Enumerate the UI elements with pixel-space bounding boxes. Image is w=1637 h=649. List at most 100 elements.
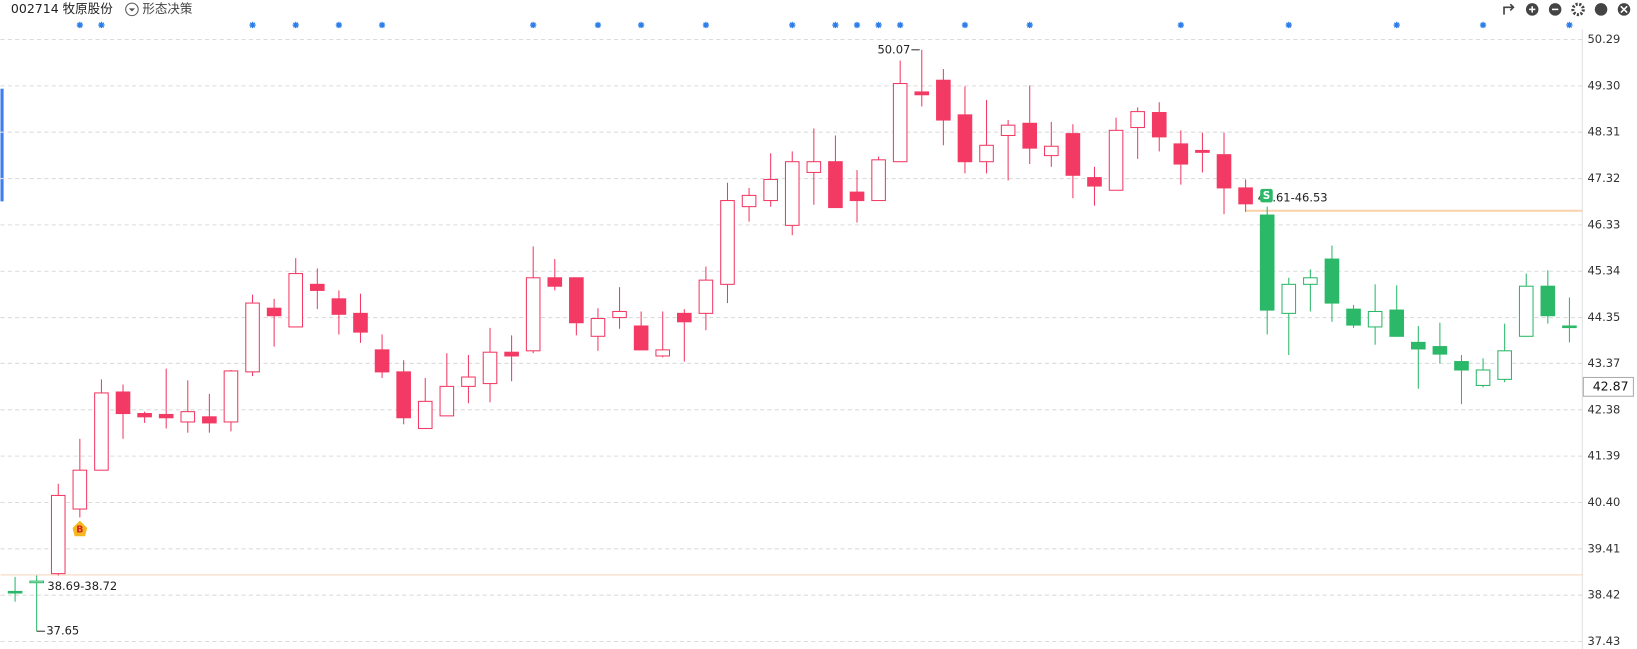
star-marker (292, 21, 299, 29)
plus (1529, 6, 1536, 13)
candle-body (1000, 124, 1016, 136)
candle-body (1195, 149, 1210, 153)
candle-body (1259, 214, 1275, 311)
y-tick-label: 44.35 (1587, 310, 1620, 324)
price-box (1582, 376, 1634, 397)
help-icon[interactable] (1594, 3, 1608, 16)
star-marker (98, 21, 105, 29)
candle-body (29, 580, 44, 584)
buy-marker (72, 520, 88, 537)
annotation: 37.65 (46, 624, 79, 638)
y-tick-label: 37.43 (1587, 634, 1620, 648)
side-indicator (0, 88, 4, 202)
sell-marker (1260, 188, 1273, 203)
star-marker (853, 21, 861, 29)
star-marker (789, 21, 796, 29)
y-tick-label: 39.41 (1587, 541, 1620, 555)
y-tick-label: 49.30 (1587, 78, 1620, 92)
candle-body (1044, 145, 1059, 157)
candle-body (1410, 341, 1426, 350)
candle-body (137, 413, 152, 418)
y-tick-label: 41.39 (1587, 449, 1620, 463)
candle-body (936, 79, 951, 121)
y-tick-label: 46.33 (1587, 217, 1620, 231)
candle-body (1389, 309, 1405, 337)
candle-body (525, 277, 541, 352)
star-marker (897, 21, 904, 29)
candle-body (1454, 361, 1469, 371)
sell-label: S (1263, 190, 1271, 202)
y-tick-label: 40.40 (1587, 495, 1620, 509)
candle-body (720, 200, 735, 285)
star-marker (832, 21, 839, 29)
settings-icon[interactable] (1571, 2, 1585, 17)
share-icon[interactable] (1503, 3, 1515, 15)
candle-body (331, 298, 347, 315)
candle-body (396, 371, 411, 419)
candle-body (1346, 308, 1361, 326)
candle-body (677, 312, 692, 323)
candle-body (1367, 310, 1383, 328)
candle-body (871, 159, 886, 202)
candle-body (1518, 285, 1534, 337)
star-marker (1393, 21, 1400, 29)
star-marker (961, 21, 969, 29)
candle-body (1173, 143, 1189, 165)
candle-body (288, 273, 304, 328)
candle-body (806, 161, 822, 173)
menu-label[interactable]: 形态决策 (142, 1, 193, 16)
candle-body (1130, 111, 1145, 129)
candle-body (698, 279, 714, 314)
candle-body (504, 351, 519, 357)
candle-body (115, 391, 131, 415)
star-marker (702, 21, 710, 29)
candle-body (1151, 112, 1167, 138)
star-marker (875, 21, 882, 29)
candle-body (158, 413, 174, 419)
candle-body (1562, 325, 1577, 329)
y-tick-label: 50.29 (1587, 32, 1620, 46)
toolbar (1503, 2, 1631, 17)
y-tick-label: 47.32 (1587, 171, 1620, 185)
star-marker (1177, 21, 1184, 29)
candle-body (849, 191, 865, 202)
candle-body (482, 351, 498, 385)
candle-body (1432, 346, 1448, 355)
candle-body (590, 317, 606, 337)
menu-icon[interactable] (125, 2, 139, 17)
star-marker (1479, 21, 1487, 29)
candle-body (1281, 283, 1297, 314)
candle-body (979, 144, 994, 163)
candle-body (914, 91, 930, 96)
y-tick-label: 45.34 (1587, 264, 1620, 278)
candle-body (547, 277, 563, 287)
annotation: 38.69-38.72 (47, 579, 117, 593)
star-marker (335, 21, 343, 29)
y-tick-label: 38.42 (1587, 588, 1620, 602)
candle-body (94, 392, 109, 471)
star-marker (530, 21, 537, 29)
star-marker (378, 21, 386, 29)
candle-body (892, 82, 908, 163)
candle-body (828, 161, 843, 209)
y-tick-label: 43.37 (1587, 356, 1620, 370)
y-tick-label: 42.38 (1587, 402, 1620, 416)
header-title: 002714 牧原股份 (11, 1, 113, 16)
candle-body (374, 349, 390, 373)
star-marker (594, 21, 602, 29)
candle-body (1324, 258, 1340, 304)
candle-body (245, 302, 260, 373)
candle-body (741, 194, 757, 208)
star-marker (638, 21, 645, 29)
candle-body (223, 370, 239, 423)
candle-body (1022, 122, 1038, 149)
cross (1620, 5, 1628, 14)
candle-body (439, 385, 455, 417)
candle-body (1216, 154, 1232, 189)
star-marker (1285, 21, 1292, 29)
candle-body (1303, 277, 1318, 285)
candle-body (1108, 129, 1124, 191)
annotation: 50.07 (877, 42, 910, 56)
